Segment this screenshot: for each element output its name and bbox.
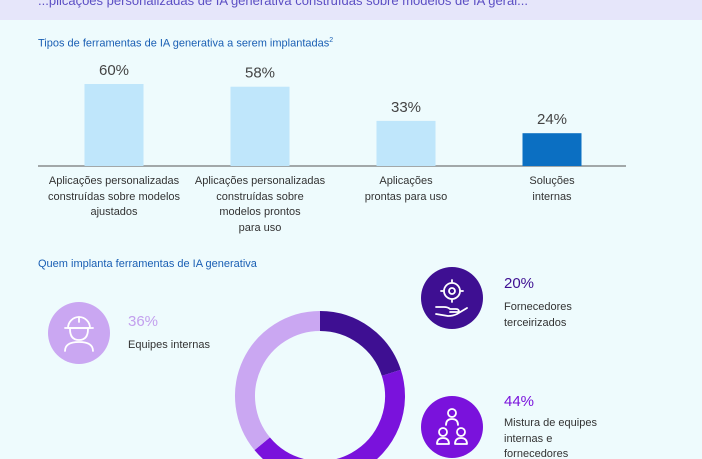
people-group-glyph (436, 408, 468, 445)
bar-chart-title-text: Tipos de ferramentas de IA generativa a … (38, 37, 330, 50)
bar-1 (230, 86, 290, 166)
footnote-marker: 2 (329, 37, 334, 44)
seg-vendors-label: Fornecedores terceirizados (504, 301, 572, 329)
bar-category-label-1: Aplicações personalizadas construídas so… (194, 175, 326, 234)
gear-hand-icon (421, 267, 483, 329)
seg-vendors-value: 20% (504, 275, 535, 292)
bar-chart-title: Tipos de ferramentas de IA generativa a … (38, 37, 333, 50)
cutoff-header-band: ...plicações personalizadas de IA genera… (0, 0, 702, 20)
donut-slice-1 (319, 311, 401, 377)
seg-internal-label: Equipes internas (128, 339, 210, 351)
gear-hand-glyph (435, 279, 468, 317)
bar-3 (522, 133, 582, 166)
bar-category-label-0: Aplicações personalizadas construídas so… (47, 175, 181, 218)
bar-0 (84, 84, 144, 166)
bar-value-label-3: 24% (537, 111, 567, 128)
cutoff-header-text: ...plicações personalizadas de IA genera… (38, 0, 528, 8)
donut-slice-2 (254, 369, 405, 459)
seg-mixed-value: 44% (504, 393, 535, 410)
people-group-icon (421, 396, 483, 458)
bar-value-label-0: 60% (99, 62, 129, 79)
worker-helmet-glyph (64, 316, 94, 352)
bar-value-label-2: 33% (391, 99, 421, 116)
donut-chart-title: Quem implanta ferramentas de IA generati… (38, 258, 257, 270)
donut-slice-0 (235, 311, 321, 451)
bar-2 (376, 120, 436, 166)
bar-category-label-3: Soluções internas (529, 175, 575, 203)
bar-value-label-1: 58% (245, 65, 275, 82)
seg-mixed-label: Mistura de equipes internas e fornecedor… (504, 417, 597, 459)
worker-helmet-icon (48, 302, 110, 364)
bar-category-label-2: Aplicações prontas para uso (364, 175, 448, 203)
bar-chart: 60% 58% 33% 24% (38, 62, 626, 167)
seg-internal-value: 36% (128, 313, 159, 330)
